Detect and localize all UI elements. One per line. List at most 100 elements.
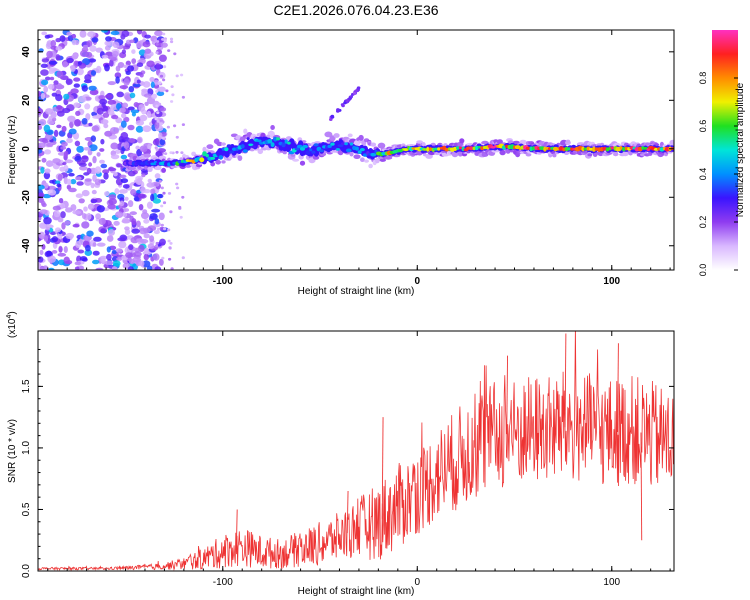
spectrogram-noise-cell <box>86 212 92 221</box>
spectrogram-noise-cell <box>78 162 87 167</box>
spectrogram-branch-cell <box>343 101 347 105</box>
spectrogram-noise-cell <box>160 204 164 208</box>
spectrogram-noise-cell <box>137 193 147 199</box>
spectrogram-band-core <box>426 146 430 152</box>
spectrogram-noise-cell <box>160 186 164 190</box>
spectrogram-noise-cell <box>91 125 100 132</box>
snr-frame <box>37 330 675 572</box>
spectrogram-noise-cell <box>135 179 143 185</box>
spectrogram-noise-cell <box>159 107 167 112</box>
spectrogram-noise-cell <box>116 256 123 261</box>
spectrogram-noise-cell <box>89 144 98 152</box>
spectrogram-noise-cell <box>129 39 135 44</box>
spectrogram-noise-cell <box>132 83 141 88</box>
spectrogram-noise-cell <box>181 123 185 126</box>
spectrogram-noise-cell <box>47 189 57 196</box>
spectrogram-noise-cell <box>149 213 158 220</box>
spectrogram-noise-cell <box>133 251 142 257</box>
spectrogram-noise-cell <box>66 137 73 144</box>
spectrogram-noise-cell <box>49 76 55 81</box>
spectrogram-noise-cell <box>155 42 159 46</box>
spectrogram-noise-cell <box>110 142 119 150</box>
spectrogram-noise-cell <box>51 117 57 122</box>
snr-peak <box>564 333 567 428</box>
spectrogram-noise-cell <box>76 181 84 186</box>
spectrogram-band-core <box>319 149 324 153</box>
spectrogram-noise-cell <box>43 217 52 225</box>
spectrogram-band-halo <box>324 131 333 138</box>
spectrogram-panel: -100 0 100 -40 -20 0 20 40 Height of straight … <box>7 29 675 297</box>
spectrogram-noise-cell <box>56 124 62 129</box>
spectrogram-band-halo <box>206 144 214 150</box>
spectrogram-noise-cell <box>136 30 143 35</box>
spectrogram-noise-cell <box>170 267 174 270</box>
spectrogram-noise-cell <box>156 119 160 123</box>
colorbar-tick-label: 0.4 <box>698 168 708 181</box>
spectrogram-noise-cell <box>121 49 126 55</box>
spectrogram-band-core <box>256 139 262 143</box>
spectrogram-noise-cell <box>121 30 130 38</box>
spectrogram-noise-cell <box>60 146 67 150</box>
spectrogram-noise-cell <box>168 257 172 261</box>
spectrogram-noise-cell <box>162 32 166 36</box>
spectrogram-noise-cell <box>154 173 161 179</box>
spectrogram-noise-cell <box>164 152 168 156</box>
spectrogram-noise-cell <box>181 195 185 199</box>
spectrogram-noise-cell <box>112 260 121 267</box>
spectrogram-noise-cell <box>144 101 149 106</box>
spectrogram-noise-cell <box>89 89 99 96</box>
spectrogram-noise-cell <box>107 99 117 105</box>
spectrogram-noise-cell <box>158 212 165 221</box>
spectrogram-band-halo <box>416 140 423 144</box>
spectrogram-noise-cell <box>169 37 174 41</box>
spectrogram-band-core <box>472 146 476 151</box>
spectrogram-noise-cell <box>124 226 130 231</box>
spectrogram-noise-cell <box>173 52 177 56</box>
spectrogram-noise-cell <box>99 159 105 164</box>
spectrogram-noise-cell <box>167 228 171 232</box>
spectrogram-noise-cell <box>107 204 116 210</box>
spectrogram-noise-cell <box>94 166 102 174</box>
snr-x-label: Height of straight line (km) <box>298 586 415 597</box>
spectrogram-band-core <box>270 142 275 148</box>
spectrogram-band-core <box>469 146 474 151</box>
spectrogram-noise-cell <box>77 61 83 65</box>
spectrogram-noise-cell <box>68 187 77 193</box>
spectrogram-noise-cell <box>88 85 97 91</box>
spectrogram-noise-cell <box>81 155 89 163</box>
spectrogram-noise-cell <box>123 141 130 149</box>
spectrogram-noise-cell <box>46 142 53 147</box>
spectrogram-noise-cell <box>40 92 46 100</box>
spectrogram-noise-cell <box>41 79 49 86</box>
spectrogram-noise-cell <box>117 62 125 68</box>
spectrogram-noise-cell <box>146 110 152 119</box>
spectrogram-noise-cell <box>88 58 97 63</box>
spectrogram-band-core <box>335 148 340 151</box>
spectrogram-x-tick-label: 0 <box>414 276 420 287</box>
spectrogram-noise-cell <box>101 54 109 59</box>
spectrogram-noise-cell <box>169 242 173 245</box>
spectrogram-noise-cell <box>71 39 77 46</box>
snr-y-tick-label: 1.5 <box>21 379 32 393</box>
spectrogram-noise-cell <box>120 154 128 160</box>
spectrogram-noise-cell <box>117 237 126 242</box>
snr-series-line <box>38 331 674 571</box>
spectrogram-band-halo <box>525 153 532 157</box>
spectrogram-noise-cell <box>110 154 120 160</box>
spectrogram-noise-cell <box>128 86 135 93</box>
spectrogram-noise-cell <box>156 40 160 43</box>
spectrogram-noise-cell <box>86 230 94 237</box>
spectrogram-noise-cell <box>111 50 119 58</box>
spectrogram-band-core <box>281 142 286 148</box>
spectrogram-noise-cell <box>55 46 63 51</box>
spectrogram-noise-cell <box>73 83 81 88</box>
spectrogram-noise-cell <box>156 111 160 114</box>
snr-peak <box>617 343 619 433</box>
spectrogram-noise-cell <box>175 150 179 154</box>
spectrogram-noise-cell <box>116 91 124 98</box>
spectrogram-noise-cell <box>155 151 163 158</box>
spectrogram-noise-cell <box>156 227 161 231</box>
spectrogram-noise-cell <box>74 119 81 127</box>
colorbar-tick-label: 0.6 <box>698 120 708 133</box>
spectrogram-noise-cell <box>129 92 136 99</box>
